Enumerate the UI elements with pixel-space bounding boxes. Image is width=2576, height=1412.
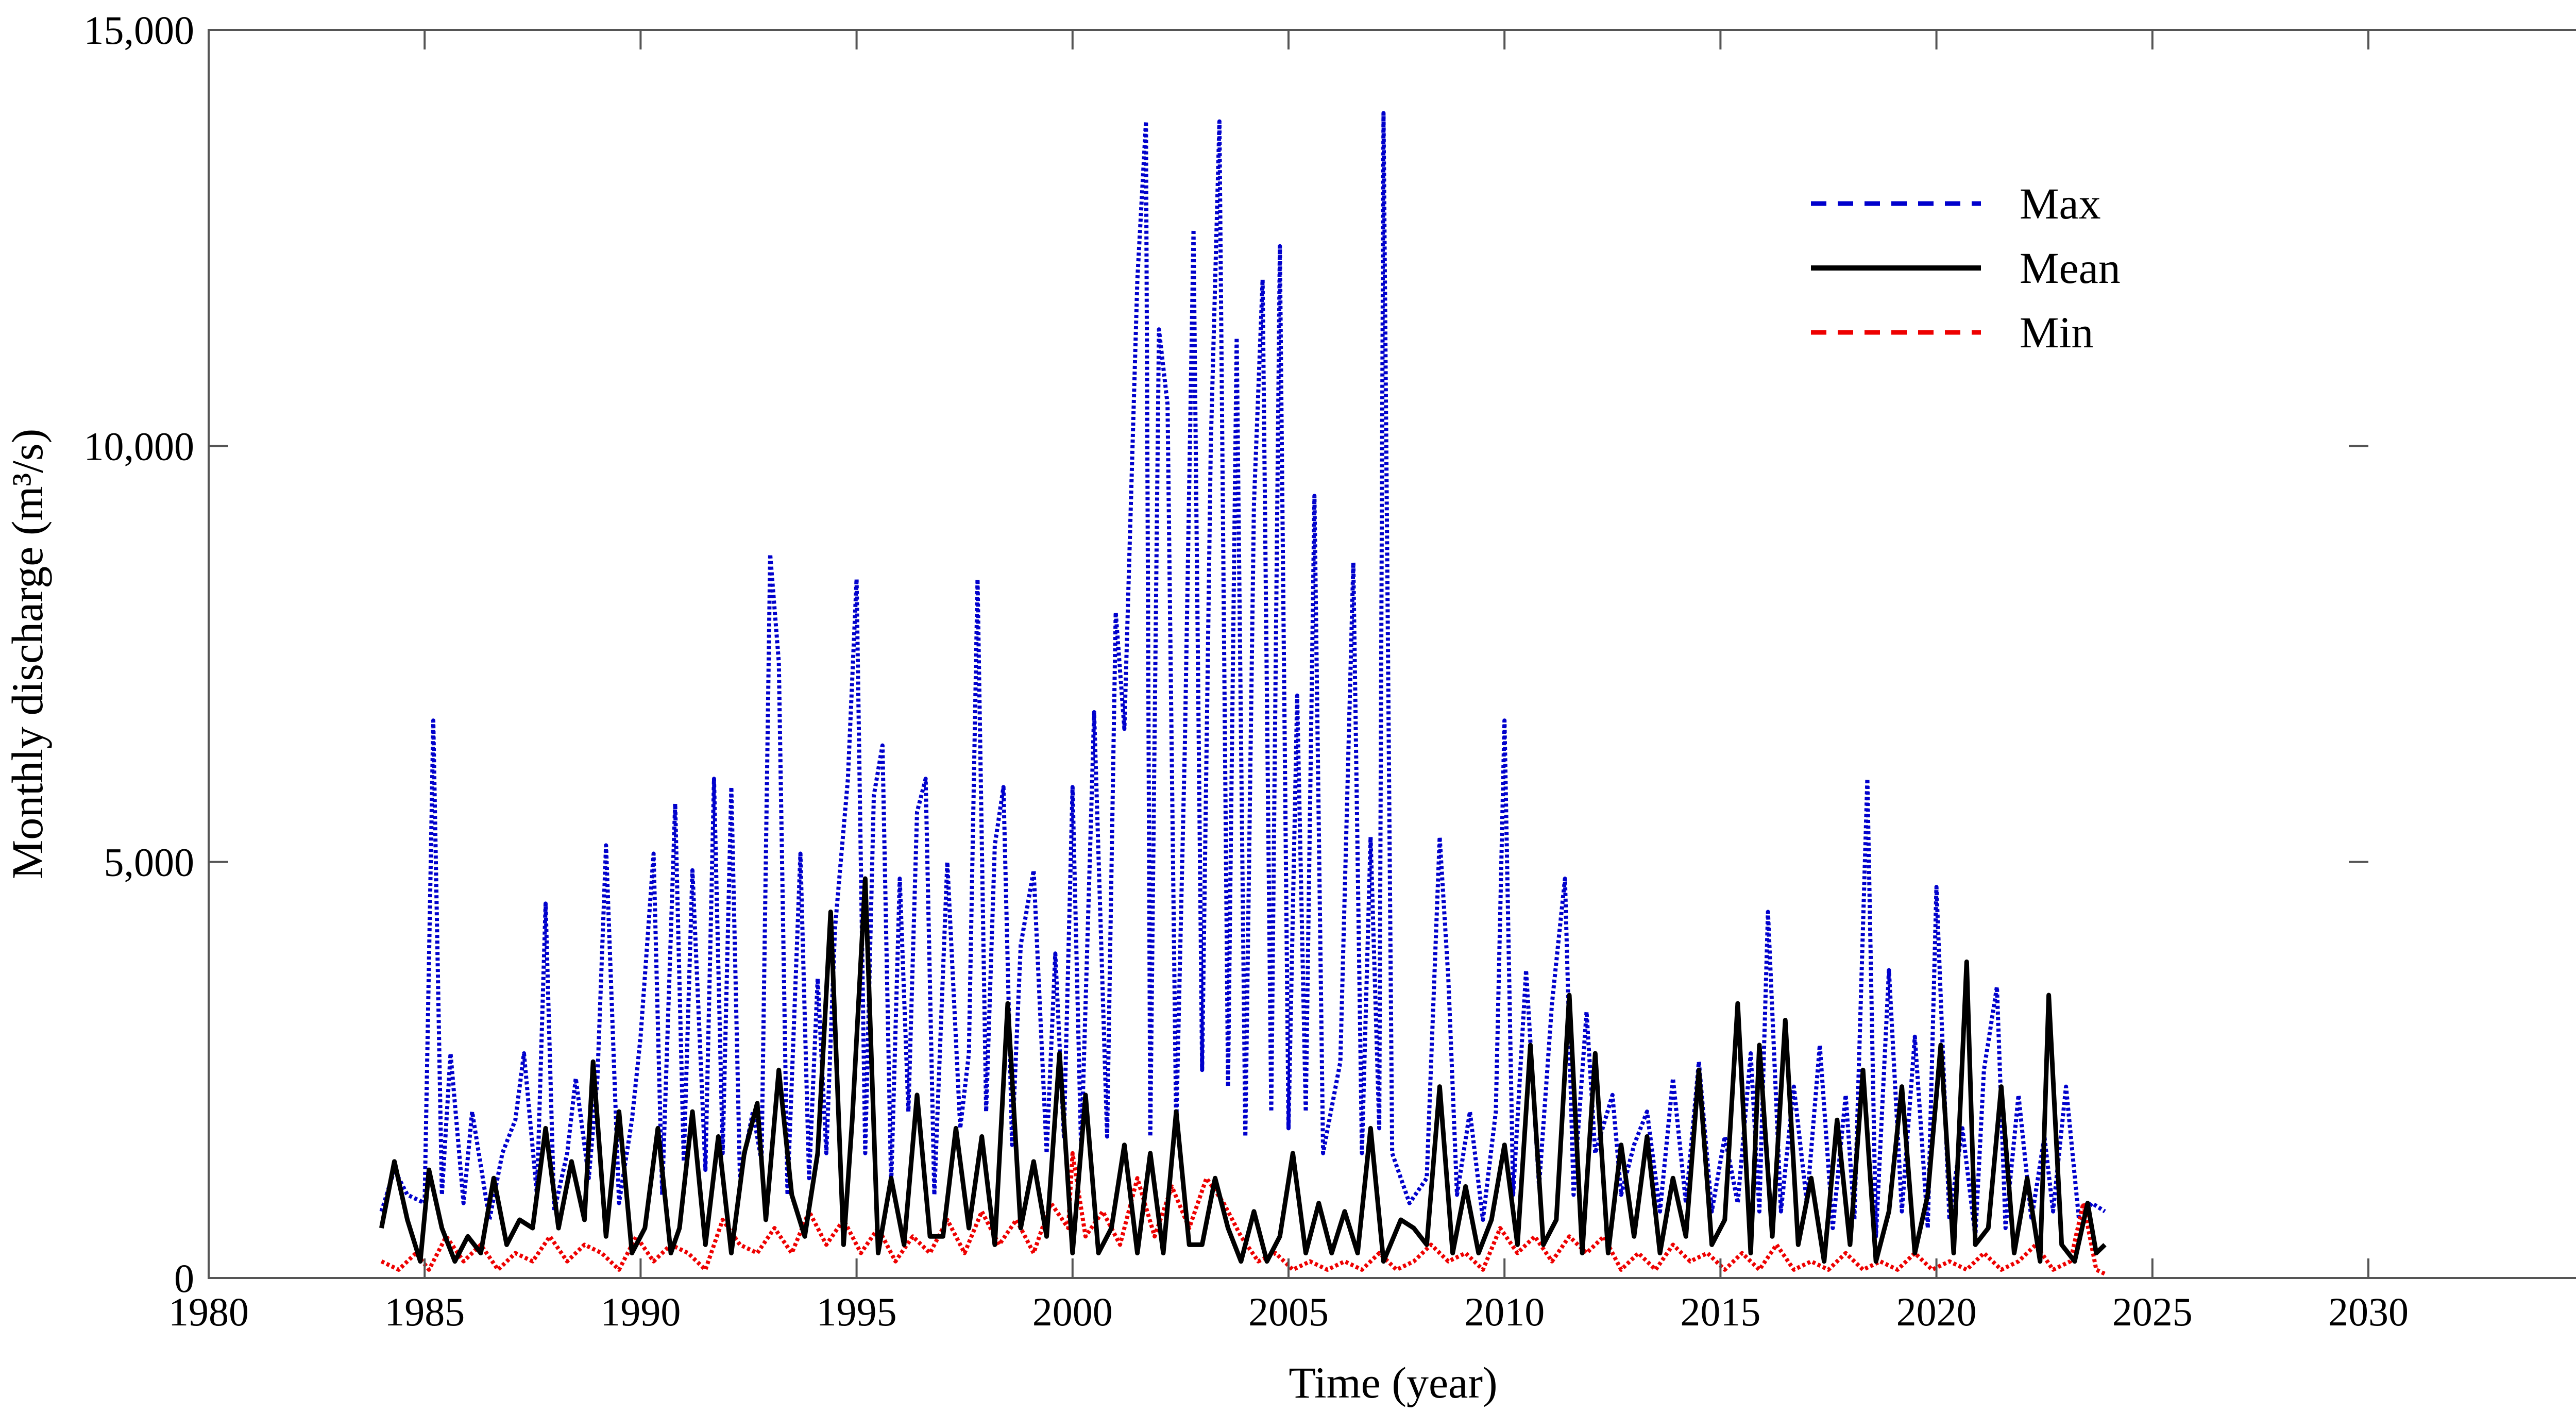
y-tick-label: 5,000 xyxy=(104,840,195,885)
y-axis-title: Monthly discharge (m³/s) xyxy=(3,429,52,880)
x-tick-label: 2015 xyxy=(1680,1289,1760,1334)
x-axis-ticks: 1980 1985 1990 1995 2000 2005 2010 2015 2020 2025… xyxy=(168,30,2409,1334)
x-tick-label: 1985 xyxy=(384,1289,465,1334)
x-tick-label: 1990 xyxy=(600,1289,681,1334)
y-tick-label: 0 xyxy=(174,1256,194,1301)
x-tick-label: 2000 xyxy=(1032,1289,1113,1334)
x-axis-title: Time (year) xyxy=(1289,1358,1497,1407)
y-axis-ticks: 0 5,000 10,000 15,000 xyxy=(84,8,2368,1301)
x-tick-label: 2025 xyxy=(2112,1289,2193,1334)
series-line-mean xyxy=(379,876,2107,1264)
legend-label-mean: Mean xyxy=(2020,243,2121,293)
legend: Max Mean Min xyxy=(1811,179,2121,357)
x-tick-label: 2020 xyxy=(1896,1289,1977,1334)
x-tick-label: 1980 xyxy=(168,1289,249,1334)
plot-frame xyxy=(208,29,2576,1279)
series-line-max xyxy=(379,111,2106,1239)
series-layer xyxy=(379,111,2107,1276)
y-tick-label: 10,000 xyxy=(84,424,195,468)
legend-label-max: Max xyxy=(2020,179,2101,228)
x-tick-label: 1995 xyxy=(817,1289,897,1334)
x-tick-label: 2005 xyxy=(1248,1289,1329,1334)
y-tick-label: 15,000 xyxy=(84,8,195,53)
x-tick-label: 2030 xyxy=(2328,1289,2409,1334)
legend-label-min: Min xyxy=(2020,308,2093,357)
x-tick-label: 2010 xyxy=(1464,1289,1545,1334)
